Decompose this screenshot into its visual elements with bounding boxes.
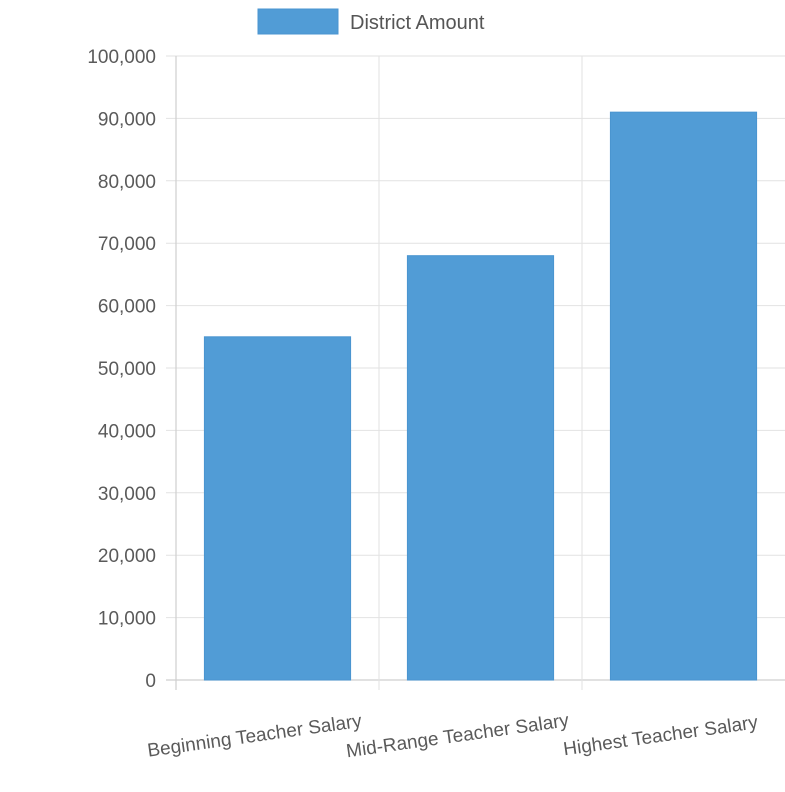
legend[interactable]: District Amount (257, 8, 485, 35)
bar[interactable] (203, 336, 352, 681)
x-category-label: Beginning Teacher Salary (146, 711, 363, 762)
y-tick-label: 90,000 (98, 109, 156, 130)
y-tick-label: 100,000 (87, 47, 156, 68)
y-tick-label: 40,000 (98, 421, 156, 442)
y-tick-label: 0 (145, 671, 156, 692)
bar[interactable] (609, 111, 758, 681)
bars (203, 111, 758, 681)
y-tick-label: 50,000 (98, 359, 156, 380)
y-tick-label: 10,000 (98, 609, 156, 630)
bar[interactable] (406, 255, 555, 681)
y-tick-label: 20,000 (98, 546, 156, 567)
y-tick-label: 60,000 (98, 297, 156, 318)
legend-label: District Amount (350, 12, 485, 34)
x-category-label: Highest Teacher Salary (562, 712, 760, 760)
y-tick-label: 30,000 (98, 484, 156, 505)
legend-swatch (257, 8, 339, 35)
x-category-label: Mid-Range Teacher Salary (345, 710, 571, 762)
y-tick-label: 70,000 (98, 234, 156, 255)
y-tick-label: 80,000 (98, 172, 156, 193)
